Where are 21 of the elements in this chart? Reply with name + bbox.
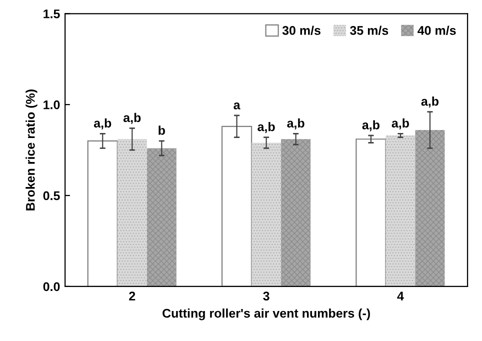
data-label: a,b <box>258 122 275 134</box>
legend-label: 40 m/s <box>418 26 456 36</box>
y-tick-label: 1.0 <box>44 100 60 110</box>
y-tick-label: 0.5 <box>43 191 60 200</box>
x-tick-label: 3 <box>263 292 270 300</box>
data-label: a,b <box>123 112 141 124</box>
x-axis-title: Cutting roller's air vent numbers (-) <box>162 308 370 320</box>
x-tick-label: 2 <box>129 292 136 300</box>
legend-label: 35 m/s <box>350 26 388 36</box>
data-label: a,b <box>362 120 380 132</box>
data-label: a <box>234 102 240 110</box>
data-label: a,b <box>392 118 409 130</box>
data-label: a,b <box>287 118 304 130</box>
y-tick-label: 1.5 <box>44 10 60 18</box>
y-tick-label: 0.0 <box>43 282 60 292</box>
legend-label: 30 m/s <box>282 26 320 36</box>
data-label: b <box>158 126 165 135</box>
data-label: a,b <box>421 96 438 108</box>
data-label: a,b <box>94 118 112 130</box>
y-axis-title: Broken rice ratio (%) <box>26 90 38 210</box>
x-tick-label: 4 <box>397 292 404 300</box>
